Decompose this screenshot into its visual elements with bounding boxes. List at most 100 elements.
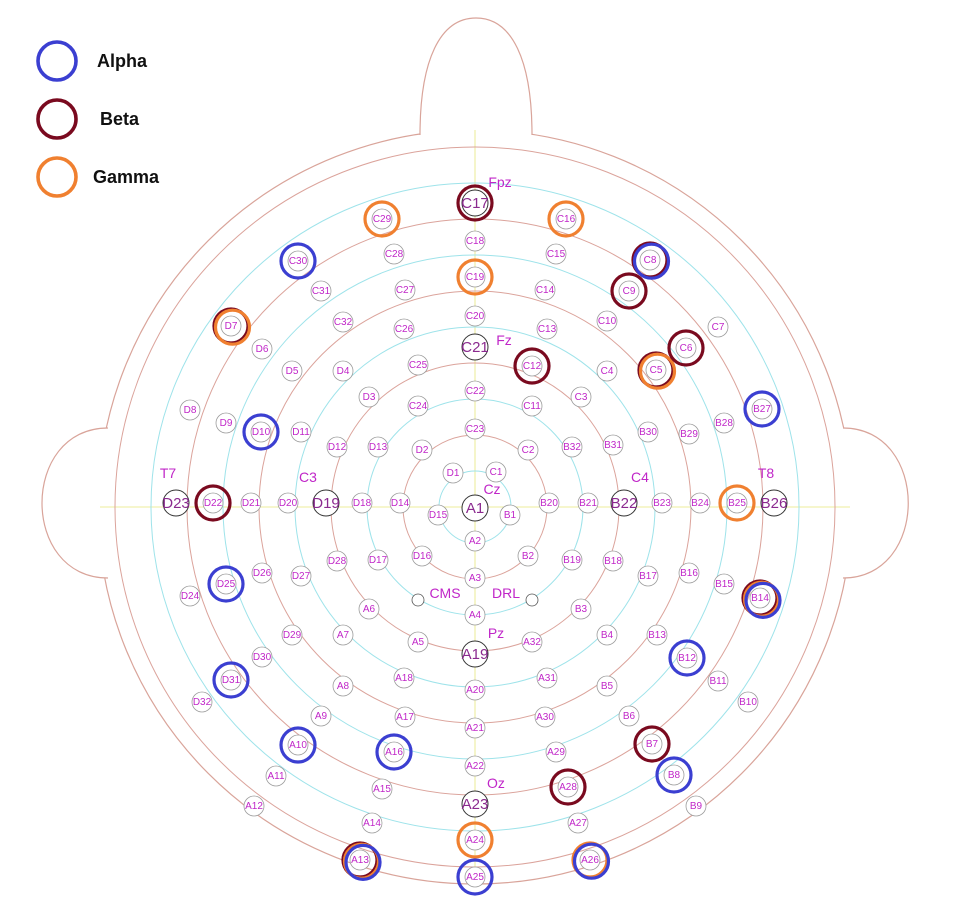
beta-legend-label: Beta xyxy=(100,109,140,129)
electrode-marker xyxy=(579,849,601,871)
electrode-marker xyxy=(637,421,659,443)
electrode-d9: D9 xyxy=(215,412,237,434)
electrode-b31: B31 xyxy=(602,434,624,456)
beta-highlight-ring xyxy=(456,184,494,222)
electrode-label: C13 xyxy=(538,324,557,335)
electrode-b11: B11 xyxy=(707,670,729,692)
alpha-legend-label: Alpha xyxy=(97,51,148,71)
electrode-marker xyxy=(689,492,711,514)
electrode-a8: A8 xyxy=(332,675,354,697)
electrode-a15: A15 xyxy=(371,778,393,800)
electrode-marker xyxy=(310,705,332,727)
electrode-label: B6 xyxy=(623,711,636,722)
electrode-marker xyxy=(312,489,340,517)
electrode-b29: B29 xyxy=(678,423,700,445)
electrode-label: A15 xyxy=(373,784,391,795)
electrode-marker xyxy=(332,311,354,333)
alpha-highlight-ring xyxy=(242,413,280,451)
region-label-t7: T7 xyxy=(160,465,177,481)
electrode-d10: D10 xyxy=(242,413,280,451)
electrode-b2: B2 xyxy=(517,545,539,567)
electrode-a23: A23 xyxy=(461,790,489,818)
beta-legend-swatch xyxy=(36,98,78,140)
electrode-label: C9 xyxy=(623,286,636,297)
electrode-b12: B12 xyxy=(668,639,706,677)
electrode-marker xyxy=(663,764,685,786)
electrode-c31: C31 xyxy=(310,280,332,302)
electrode-label: A29 xyxy=(547,747,565,758)
electrode-marker xyxy=(464,829,486,851)
gamma-highlight-ring xyxy=(718,484,756,522)
electrode-marker xyxy=(407,395,429,417)
electrode-marker xyxy=(191,691,213,713)
electrode-label: A25 xyxy=(466,872,484,883)
electrode-c12: C12 xyxy=(513,347,551,385)
electrode-marker xyxy=(464,380,486,402)
electrode-d22: D22 xyxy=(194,484,232,522)
electrode-label: D14 xyxy=(391,498,410,509)
electrode-label: A1 xyxy=(466,500,484,517)
electrode-marker xyxy=(464,530,486,552)
electrode-label: D15 xyxy=(429,510,448,521)
electrode-a25: A25 xyxy=(456,858,494,896)
electrode-marker xyxy=(464,717,486,739)
alpha-highlight-ring xyxy=(668,639,706,677)
electrode-label: D11 xyxy=(292,427,310,438)
electrode-label: D7 xyxy=(225,321,238,332)
electrode-d14: D14 xyxy=(389,492,411,514)
electrode-label: C10 xyxy=(598,316,617,327)
electrode-marker xyxy=(332,624,354,646)
electrode-label: C6 xyxy=(680,343,693,354)
electrode-label: C24 xyxy=(409,401,428,412)
electrode-label: B24 xyxy=(691,498,709,509)
electrode-label: C25 xyxy=(409,360,428,371)
electrode-c17: C17 xyxy=(456,184,494,222)
alpha-highlight-ring xyxy=(279,242,317,280)
electrode-d21: D21 xyxy=(240,492,262,514)
electrode-label: A31 xyxy=(538,673,556,684)
region-label-c4: C4 xyxy=(631,469,649,485)
electrode-label: B14 xyxy=(751,593,769,604)
electrode-d4: D4 xyxy=(332,360,354,382)
electrode-b17: B17 xyxy=(637,565,659,587)
electrode-label: D13 xyxy=(369,442,388,453)
electrode-marker xyxy=(596,360,618,382)
electrode-label: B30 xyxy=(639,427,657,438)
electrode-label: B25 xyxy=(728,498,746,509)
electrode-marker xyxy=(602,550,624,572)
electrode-d5: D5 xyxy=(281,360,303,382)
electrode-a4: A4 xyxy=(464,604,486,626)
electrode-marker xyxy=(179,399,201,421)
gamma-legend-swatch xyxy=(36,156,78,198)
electrode-label: B4 xyxy=(601,630,614,641)
electrode-b15: B15 xyxy=(713,573,735,595)
electrode-c11: C11 xyxy=(521,395,543,417)
electrode-marker xyxy=(675,337,697,359)
alpha-highlight-ring xyxy=(207,565,245,603)
electrode-marker xyxy=(639,249,661,271)
electrode-a32: A32 xyxy=(521,631,543,653)
electrode-marker xyxy=(411,545,433,567)
electrode-marker xyxy=(461,189,489,217)
electrode-marker xyxy=(751,398,773,420)
alpha-highlight-ring xyxy=(375,733,413,771)
electrode-marker xyxy=(179,585,201,607)
electrode-a11: A11 xyxy=(265,765,287,787)
electrode-label: B28 xyxy=(715,418,733,429)
electrode-marker xyxy=(393,318,415,340)
electrode-marker xyxy=(737,691,759,713)
electrode-marker xyxy=(645,359,667,381)
electrode-marker xyxy=(713,573,735,595)
electrode-marker xyxy=(371,778,393,800)
electrode-label: A14 xyxy=(363,818,381,829)
electrode-d15: D15 xyxy=(427,504,449,526)
electrode-marker xyxy=(464,567,486,589)
gamma-highlight-ring xyxy=(363,200,401,238)
electrode-marker xyxy=(290,421,312,443)
electrode-label: D9 xyxy=(220,418,233,429)
electrode-b8: B8 xyxy=(655,756,693,794)
electrode-label: C28 xyxy=(385,249,404,260)
electrode-marker xyxy=(517,545,539,567)
electrode-label: C14 xyxy=(536,285,555,296)
